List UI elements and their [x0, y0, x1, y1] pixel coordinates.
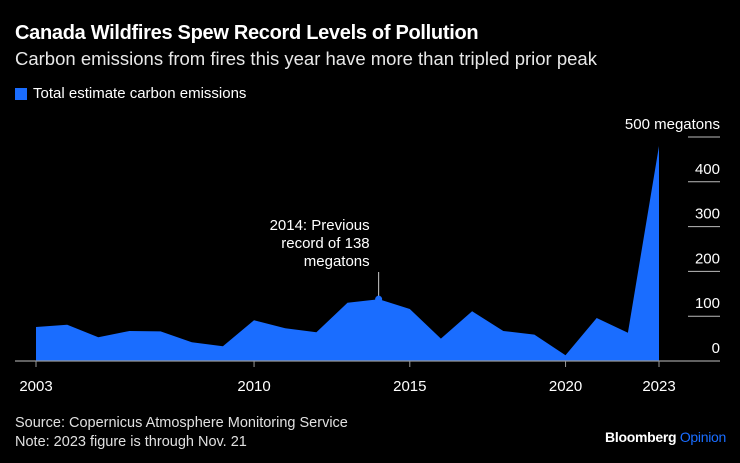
annotation-marker — [375, 295, 383, 303]
bloomberg-opinion-logo: Bloomberg Opinion — [605, 429, 726, 445]
x-tick-label: 2023 — [642, 378, 675, 395]
y-tick-label: 100 — [695, 295, 720, 312]
annotation-text: record of 138 — [281, 235, 369, 252]
y-tick-label: 500 megatons — [625, 116, 720, 133]
legend-label: Total estimate carbon emissions — [33, 85, 247, 102]
x-tick-label: 2010 — [237, 378, 270, 395]
emissions-area — [36, 146, 659, 361]
y-tick-label: 400 — [695, 161, 720, 178]
x-tick-label: 2015 — [393, 378, 426, 395]
x-tick-label: 2003 — [19, 378, 52, 395]
chart-subtitle: Carbon emissions from fires this year ha… — [15, 48, 597, 69]
annotation-text: 2014: Previous — [270, 217, 370, 234]
note-text: Note: 2023 figure is through Nov. 21 — [15, 434, 247, 450]
logo-main: Bloomberg — [605, 429, 677, 445]
annotation-text: megatons — [304, 253, 370, 270]
y-tick-label: 300 — [695, 206, 720, 223]
chart-title: Canada Wildfires Spew Record Levels of P… — [15, 22, 479, 44]
source-text: Source: Copernicus Atmosphere Monitoring… — [15, 415, 348, 431]
legend-swatch — [15, 87, 27, 100]
logo-accent: Opinion — [679, 429, 726, 445]
source-note: Source: Copernicus Atmosphere Monitoring… — [15, 414, 348, 452]
y-tick-label: 200 — [695, 250, 720, 267]
legend: Total estimate carbon emissions — [15, 85, 246, 102]
x-tick-label: 2020 — [549, 378, 582, 395]
y-tick-label: 0 — [712, 340, 720, 357]
